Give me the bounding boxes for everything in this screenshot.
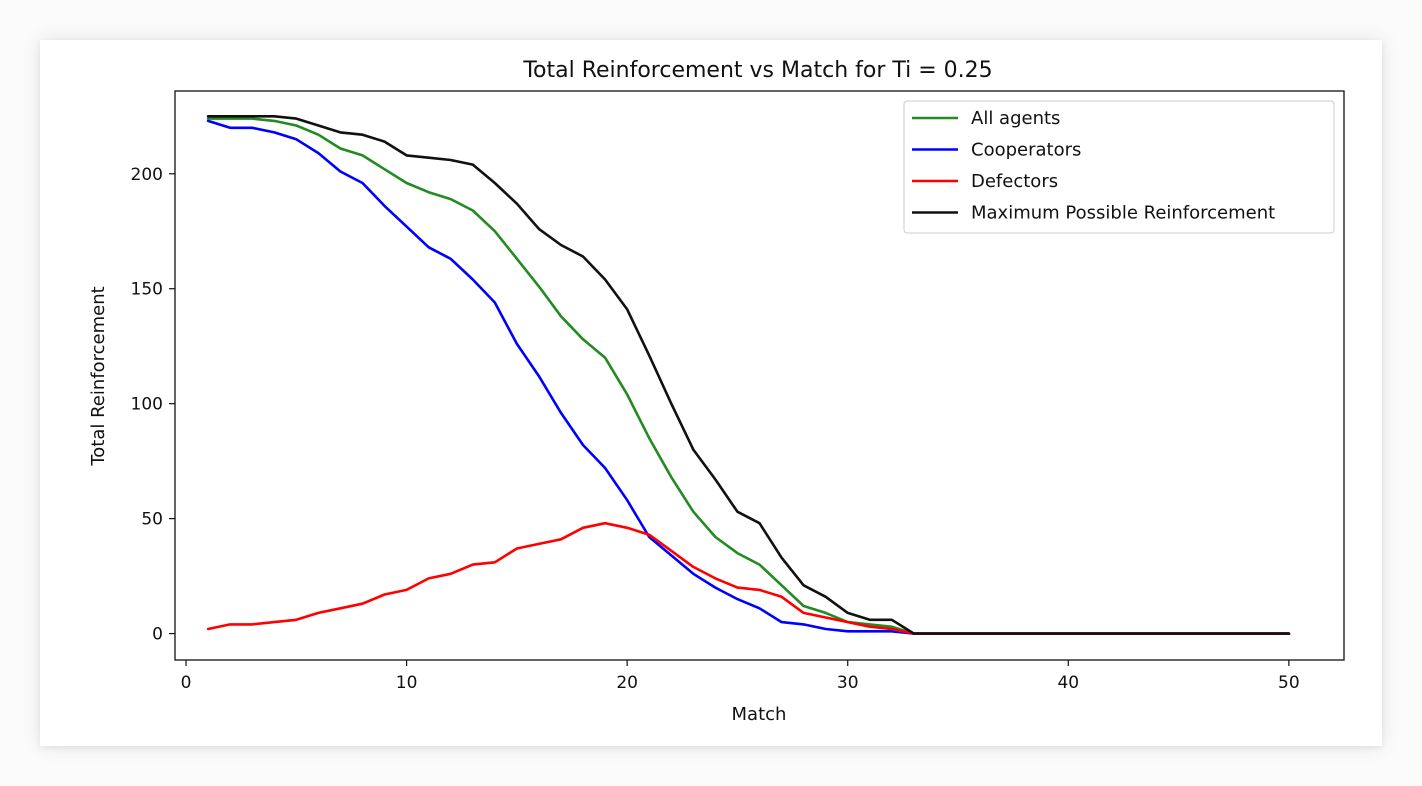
x-axis-label: Match (732, 704, 787, 725)
legend-label: All agents (971, 108, 1060, 129)
x-tick-label: 40 (1057, 673, 1079, 693)
legend-label: Maximum Possible Reinforcement (971, 203, 1275, 224)
x-tick-label: 30 (837, 673, 859, 693)
y-tick-label: 50 (141, 510, 163, 530)
legend-box (903, 100, 1335, 234)
chart-title: Total Reinforcement vs Match for Ti = 0.… (522, 58, 992, 83)
x-tick-label: 10 (396, 673, 418, 693)
series-line-4 (206, 115, 1291, 635)
y-tick-label: 200 (131, 165, 163, 185)
y-axis-label: Total Reinforcement (88, 286, 109, 466)
axes-layer: 0 10 20 30 40 50 0 50 100 150 200 (131, 90, 1345, 693)
y-tick-label: 150 (131, 280, 163, 300)
x-tick-label: 20 (616, 673, 638, 693)
y-tick-label: 100 (131, 395, 163, 415)
plot-frame (174, 90, 1345, 661)
chart-card: Total Reinforcement vs Match for Ti = 0.… (40, 40, 1382, 746)
x-tick-label: 0 (181, 673, 192, 693)
legend-label: Cooperators (971, 140, 1081, 161)
legend: All agents Cooperators Defectors Maximum Po… (903, 100, 1335, 234)
y-tick-label: 0 (152, 625, 163, 645)
series-layer (206, 115, 1291, 635)
series-line-3 (206, 521, 1291, 635)
x-tick-label: 50 (1278, 673, 1300, 693)
legend-label: Defectors (971, 171, 1058, 192)
line-chart: Total Reinforcement vs Match for Ti = 0.… (88, 58, 1345, 725)
